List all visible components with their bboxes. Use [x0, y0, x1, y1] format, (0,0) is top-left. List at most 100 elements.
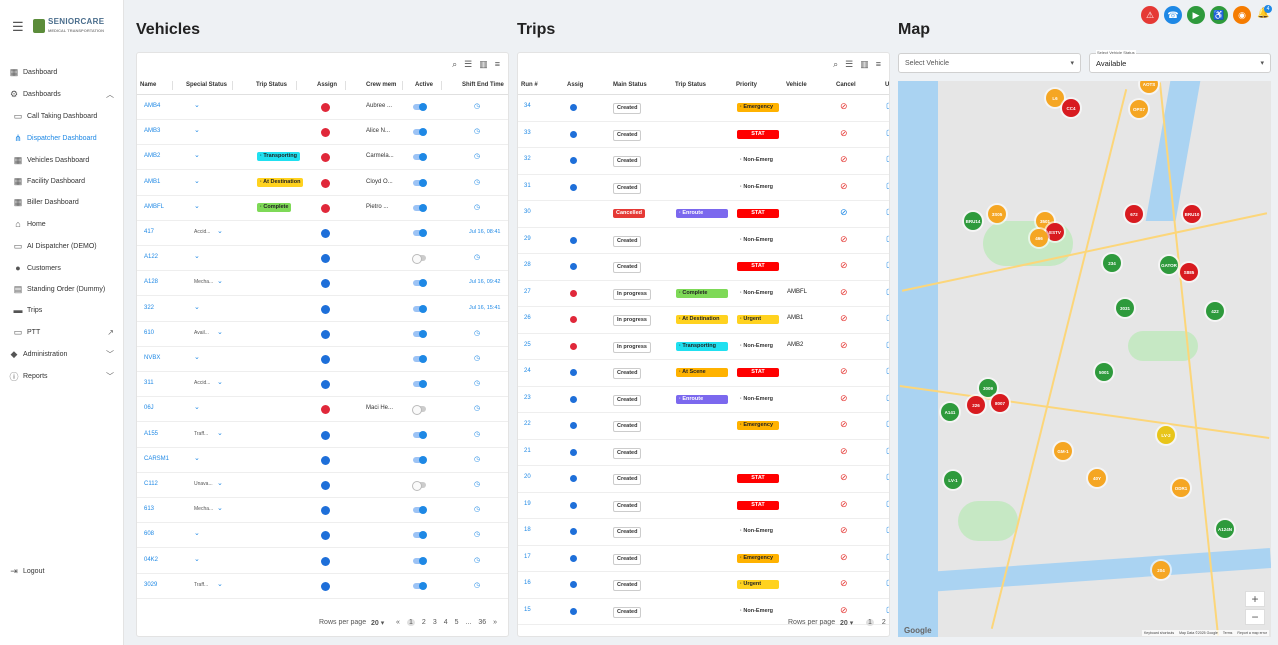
trip-row[interactable]: 23 Created · Enroute · Non-Emerg ⊘ ▢ [518, 387, 889, 413]
column-header[interactable]: Name [140, 82, 157, 88]
assign-icon[interactable] [321, 254, 330, 264]
active-toggle[interactable] [413, 304, 427, 313]
run-number-link[interactable]: 26 [524, 315, 531, 321]
active-toggle[interactable] [413, 279, 427, 288]
assign-icon[interactable] [321, 455, 330, 465]
run-number-link[interactable]: 24 [524, 368, 531, 374]
page-button[interactable]: 1 [866, 619, 874, 626]
trip-row[interactable]: 20 Created STAT ⊘ ▢ [518, 466, 889, 493]
vehicle-marker[interactable]: L6 [1046, 89, 1064, 107]
video-icon[interactable]: ▶ [1187, 6, 1205, 24]
column-header[interactable]: Ur [885, 82, 890, 88]
unassign-icon[interactable] [570, 289, 577, 297]
page-button[interactable]: 2 [881, 619, 886, 626]
page-button[interactable]: ... [465, 619, 472, 626]
column-header[interactable]: Cancel [836, 82, 856, 88]
assign-icon[interactable] [321, 229, 330, 238]
clock-icon[interactable]: ◷ [474, 355, 481, 362]
special-status-select[interactable]: Mecha... [194, 279, 214, 286]
run-number-link[interactable]: 30 [524, 209, 531, 215]
vehicle-marker[interactable]: BRU10 [1183, 205, 1201, 223]
vehicle-row[interactable]: AMB3 ⌄ Alice N... ◷ [137, 120, 508, 146]
expand-icon[interactable]: ⌄ [194, 354, 200, 361]
column-header[interactable]: Assign [317, 82, 338, 88]
clock-icon[interactable]: ◷ [474, 556, 481, 564]
active-toggle[interactable] [412, 405, 426, 416]
edit-icon[interactable]: ▢ [886, 578, 889, 587]
vehicle-marker[interactable]: 3009 [979, 379, 997, 397]
assign-icon[interactable] [570, 236, 577, 244]
column-separator[interactable] [402, 81, 403, 90]
page-button[interactable]: 2 [421, 619, 426, 626]
column-separator[interactable] [441, 81, 442, 90]
unassign-icon[interactable] [570, 316, 577, 323]
assign-icon[interactable] [570, 581, 577, 588]
visibility-icon[interactable]: ◉ [1233, 6, 1251, 24]
assign-icon[interactable] [321, 556, 330, 566]
clock-icon[interactable]: ◷ [474, 531, 481, 539]
chevron-down-icon[interactable]: ﹀ [106, 349, 114, 359]
vehicle-status-select[interactable]: Select Vehicle Status Available ▾ [1089, 50, 1271, 73]
run-number-link[interactable]: 17 [524, 553, 531, 560]
vehicle-name-link[interactable]: 608 [144, 531, 155, 538]
vehicle-row[interactable]: 04K2 ⌄ ◷ [137, 549, 508, 574]
vehicle-row[interactable]: AMB4 ⌄ Aubree ... ◷ [137, 95, 508, 120]
clock-icon[interactable]: ◷ [474, 481, 481, 488]
chevron-down-icon[interactable]: ⌄ [217, 379, 223, 387]
clock-icon[interactable]: ◷ [474, 581, 481, 589]
vehicle-marker[interactable]: 672 [1125, 205, 1143, 223]
chevron-down-icon[interactable]: ﹀ [106, 371, 114, 381]
vehicle-name-link[interactable]: AMB4 [144, 103, 161, 109]
clock-icon[interactable]: ◷ [474, 506, 481, 514]
assign-icon[interactable] [321, 355, 330, 364]
assign-icon[interactable] [321, 481, 330, 490]
vehicle-name-link[interactable]: A155 [144, 430, 159, 437]
column-separator[interactable] [345, 81, 346, 90]
column-header[interactable]: Special Status [186, 82, 228, 88]
vehicle-row[interactable]: 610 Avail... ⌄ ◷ [137, 322, 508, 347]
cancel-icon[interactable]: ⊘ [840, 180, 848, 191]
column-header[interactable]: Priority [736, 82, 758, 88]
filter-icon[interactable]: ☰ [464, 59, 473, 69]
expand-icon[interactable]: ⌄ [194, 404, 200, 412]
cancel-icon[interactable]: ⊘ [840, 366, 848, 376]
nav-item-dashboard[interactable]: ▦ Dashboard [0, 63, 124, 81]
nav-item-ptt[interactable]: ▭ PTT ↗ [0, 323, 124, 341]
run-number-link[interactable]: 27 [524, 288, 531, 295]
expand-icon[interactable]: ⌄ [194, 202, 200, 210]
assign-icon[interactable] [570, 104, 577, 111]
vehicle-name-link[interactable]: 3029 [144, 581, 158, 588]
page-button[interactable]: 1 [407, 619, 415, 626]
edit-icon[interactable]: ▢ [886, 128, 889, 137]
run-number-link[interactable]: 22 [524, 421, 531, 427]
trip-row[interactable]: 15 Created · Non-Emerg ⊘ ▢ [518, 599, 889, 625]
assign-icon[interactable] [570, 263, 577, 270]
vehicle-marker[interactable]: 3S05 [988, 205, 1006, 223]
chevron-down-icon[interactable]: ⌄ [217, 328, 223, 336]
nav-item-customers[interactable]: ● Customers [0, 259, 124, 277]
map-view[interactable]: L6 CC4 OPS7 AOTS BRU14 3S05 3501 ESTV 466 672 BRU1… [898, 81, 1271, 637]
unassign-icon[interactable] [321, 203, 330, 213]
expand-icon[interactable]: ⌄ [194, 152, 200, 160]
vehicle-marker[interactable]: ODR1 [1172, 479, 1190, 497]
active-toggle[interactable] [413, 556, 427, 565]
trip-row[interactable]: 32 Created · Non-Emerg ⊘ ▢ [518, 148, 889, 175]
trip-row[interactable]: 31 Created · Non-Emerg ⊘ ▢ [518, 175, 889, 201]
active-toggle[interactable] [413, 506, 427, 515]
vehicle-row[interactable]: A122 ⌄ ◷ [137, 246, 508, 272]
edit-icon[interactable]: ▢ [886, 552, 889, 561]
column-separator[interactable] [296, 81, 297, 90]
vehicle-marker[interactable]: 40Y [1088, 469, 1106, 487]
vehicle-row[interactable]: 417 Accid... ⌄ Jul 16, 08:41 [137, 221, 508, 246]
first-page-icon[interactable]: « [396, 619, 400, 626]
expand-icon[interactable]: ⌄ [194, 303, 200, 311]
unassign-icon[interactable] [321, 128, 330, 138]
vehicle-name-link[interactable]: C112 [144, 481, 158, 487]
nav-item-administration[interactable]: ◆ Administration ﹀ [0, 345, 124, 363]
phone-icon[interactable]: ☎ [1164, 6, 1182, 24]
vehicle-name-link[interactable]: AMBFL [144, 203, 165, 210]
nav-item-biller-dashboard[interactable]: ▦ Biller Dashboard [0, 193, 124, 211]
assign-icon[interactable] [570, 528, 577, 535]
assign-icon[interactable] [321, 279, 330, 289]
expand-icon[interactable]: ⌄ [194, 253, 200, 261]
